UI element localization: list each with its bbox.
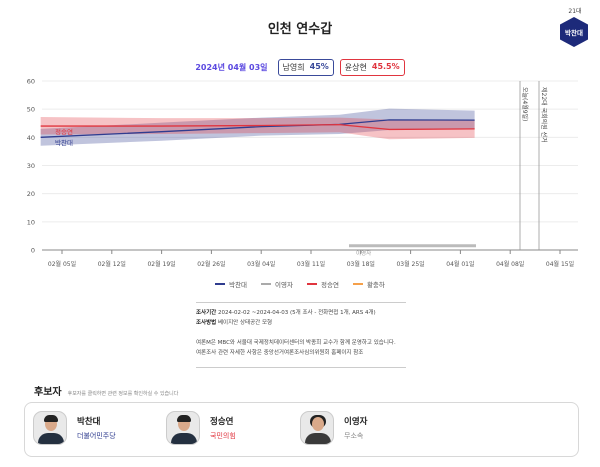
candidates-hint: 후보자를 클릭하면 관련 정보를 확인하실 수 있습니다	[67, 391, 179, 397]
survey-info: 조사기간 2024-02-02 ~2024-04-03 (5개 조사 - 전화면…	[196, 302, 406, 368]
candidate-card[interactable]: 이영자 무소속	[300, 411, 367, 445]
candidate-photo	[166, 411, 200, 445]
candidates-header: 후보자 후보자를 클릭하면 관련 정보를 확인하실 수 있습니다	[34, 383, 178, 398]
badge-candidate-1: 남영희 45%	[277, 59, 334, 76]
badge-pct: 45.5%	[371, 62, 400, 71]
method-value: 베이지안 상태공간 모형	[218, 320, 273, 327]
winner-name: 박찬대	[565, 29, 583, 37]
method-label: 조사방법	[196, 320, 217, 327]
winner-term: 21대	[568, 8, 582, 15]
legend-swatch	[352, 283, 363, 285]
svg-text:03월 25일: 03월 25일	[396, 260, 424, 268]
svg-text:02월 05일: 02월 05일	[48, 260, 76, 268]
survey-method: 조사방법 베이지안 상태공간 모형	[196, 318, 406, 328]
note-operator: 여론M은 MBC와 서울대 국제정치데이터센터의 박종희 교수가 함께 운영하고…	[196, 339, 396, 346]
svg-text:02월 12일: 02월 12일	[98, 260, 126, 268]
legend-item[interactable]: 이영자	[261, 279, 293, 289]
candidate-party: 무소속	[344, 432, 364, 440]
svg-text:60: 60	[27, 78, 35, 86]
legend-label: 정승연	[321, 281, 339, 289]
svg-text:정승연: 정승연	[55, 127, 73, 136]
candidates-panel: 박찬대 더불어민주당 정승연 국민의힘 이영자 무소속	[24, 402, 579, 457]
legend-swatch	[261, 283, 272, 285]
candidate-card[interactable]: 정승연 국민의힘	[166, 411, 236, 445]
legend-item[interactable]: 정승연	[307, 279, 339, 289]
svg-text:30: 30	[27, 162, 35, 170]
legend-item[interactable]: 황충하	[352, 279, 385, 289]
chart-canvas: 0 10 20 30 40 50 60 02월 05일 02월 12일 02월 19일 02월 26…	[27, 78, 578, 268]
svg-text:50: 50	[27, 106, 35, 114]
poll-date: 2024년 04월 03일	[195, 63, 268, 72]
svg-text:20: 20	[27, 190, 35, 198]
chart-legend: 박찬대 이영자 정승연 황충하	[0, 279, 600, 289]
winner-hexagon: 박찬대	[560, 17, 588, 47]
svg-text:04월 08일: 04월 08일	[496, 260, 524, 268]
svg-text:03월 04일: 03월 04일	[247, 260, 275, 268]
candidate-party: 더불어민주당	[77, 432, 116, 440]
candidate-name: 정승연	[210, 417, 234, 427]
svg-text:40: 40	[27, 134, 35, 142]
legend-swatch	[215, 283, 226, 285]
badge-name: 남영희	[282, 63, 305, 72]
svg-text:0: 0	[31, 247, 35, 255]
legend-label: 이영자	[275, 281, 293, 289]
legend-label: 황충하	[366, 281, 385, 289]
candidate-party: 국민의힘	[210, 432, 236, 440]
summary-bar: 2024년 04월 03일 남영희 45% 윤상현 45.5%	[0, 59, 600, 76]
candidate-name: 박찬대	[77, 417, 101, 427]
candidate-card[interactable]: 박찬대 더불어민주당	[33, 411, 116, 445]
svg-text:제22대 국회의원 선거: 제22대 국회의원 선거	[540, 87, 548, 143]
candidate-name: 이영자	[344, 417, 368, 427]
badge-pct: 45%	[309, 62, 329, 71]
svg-text:04월 01일: 04월 01일	[446, 260, 474, 268]
svg-text:10: 10	[27, 218, 35, 226]
svg-text:02월 19일: 02월 19일	[147, 260, 175, 268]
svg-text:02월 26일: 02월 26일	[197, 260, 225, 268]
badge-candidate-2: 윤상현 45.5%	[339, 59, 405, 76]
legend-label: 박찬대	[229, 281, 248, 289]
candidates-heading: 후보자	[34, 387, 62, 398]
svg-text:03월 11일: 03월 11일	[297, 260, 325, 268]
svg-text:오늘(4월9일): 오늘(4월9일)	[521, 87, 529, 121]
svg-text:03월 18일: 03월 18일	[347, 260, 375, 268]
period-label: 조사기간	[196, 310, 217, 316]
candidate-photo	[33, 411, 67, 445]
svg-text:이영자: 이영자	[356, 249, 371, 257]
poll-trend-chart[interactable]: 0 10 20 30 40 50 60 02월 05일 02월 12일 02월 19일 02월 26…	[0, 75, 600, 290]
period-value: 2024-02-02 ~2024-04-03 (5개 조사 - 전화면접 1개,…	[218, 310, 376, 316]
candidate-photo	[300, 411, 334, 445]
note-reference: 여론조사 관련 자세한 사항은 중앙선거여론조사심의위원회 홈페이지 참조	[196, 350, 364, 357]
svg-text:박찬대: 박찬대	[55, 138, 73, 147]
page-title: 인천 연수갑	[267, 22, 333, 37]
legend-swatch	[307, 283, 317, 285]
survey-period: 조사기간 2024-02-02 ~2024-04-03 (5개 조사 - 전화면…	[196, 308, 406, 318]
badge-name: 윤상현	[344, 63, 367, 72]
svg-text:04월 15일: 04월 15일	[546, 260, 574, 268]
legend-item[interactable]: 박찬대	[215, 279, 247, 289]
winner-badge: 21대 박찬대	[560, 6, 590, 47]
